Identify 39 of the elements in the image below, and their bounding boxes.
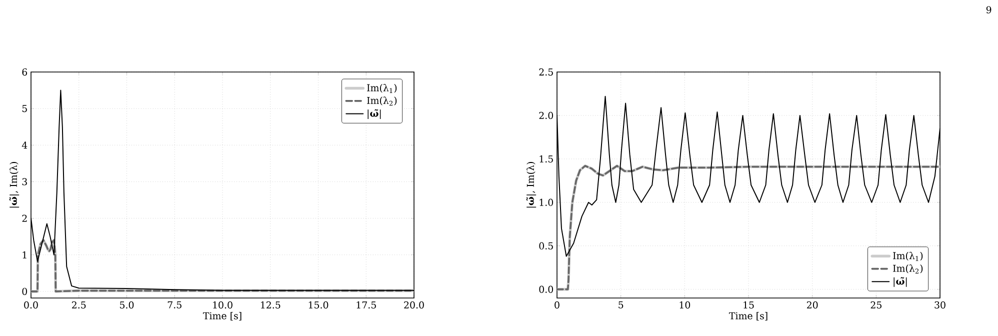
y-tick-label: 6 <box>22 68 28 76</box>
y-tick-label: 1.0 <box>540 198 554 206</box>
y-tick-label: 2 <box>22 214 27 222</box>
y-tick-label: 5 <box>22 105 27 112</box>
legend-label: Im(λ$_{2}$) <box>893 264 923 274</box>
x-tick-label: 5 <box>618 301 624 308</box>
x-tick-label: 15.0 <box>308 301 328 309</box>
x-tick-label: 0 <box>554 301 560 309</box>
x-axis-title: Time [s] <box>203 312 242 320</box>
x-tick-label: 25 <box>870 301 882 309</box>
legend-label: Im(λ$_{2}$) <box>367 96 397 106</box>
x-tick-label: 5.0 <box>120 301 134 309</box>
x-tick-label: 20.0 <box>404 301 424 309</box>
y-tick-label: 2.0 <box>539 112 554 120</box>
x-tick-label: 17.5 <box>356 301 376 309</box>
x-tick-label: 12.5 <box>260 301 280 309</box>
x-tick-label: 30 <box>934 301 946 309</box>
text: 9 <box>986 6 992 14</box>
legend-label: |ω̃| <box>894 277 907 287</box>
x-axis-title: Time [s] <box>729 312 768 320</box>
x-tick-label: 20 <box>806 301 818 309</box>
x-tick-label: 7.5 <box>168 301 182 308</box>
x-tick-label: 15 <box>744 301 754 309</box>
y-tick-label: 0.5 <box>539 242 553 250</box>
legend-label: |ω̃| <box>368 109 381 119</box>
y-axis-title: |ω̃|, Im(λ) <box>9 162 20 208</box>
x-tick-label: 10 <box>680 301 690 309</box>
x-tick-label: 2.5 <box>72 301 86 309</box>
legend-label: Im(λ$_{1}$) <box>893 252 923 261</box>
y-tick-label: 1.5 <box>540 155 553 163</box>
y-axis-title: |ω̃|, Im(λ) <box>526 162 536 208</box>
y-tick-label: 4 <box>22 142 28 149</box>
x-tick-label: 10.0 <box>213 301 232 309</box>
y-tick-label: 2.5 <box>539 68 553 76</box>
y-tick-label: 3 <box>22 178 27 186</box>
legend-label: Im(λ$_{1}$) <box>367 84 397 94</box>
y-tick-label: 1 <box>22 251 26 258</box>
y-tick-label: 0.0 <box>539 286 554 293</box>
y-tick-label: 0 <box>22 288 28 296</box>
